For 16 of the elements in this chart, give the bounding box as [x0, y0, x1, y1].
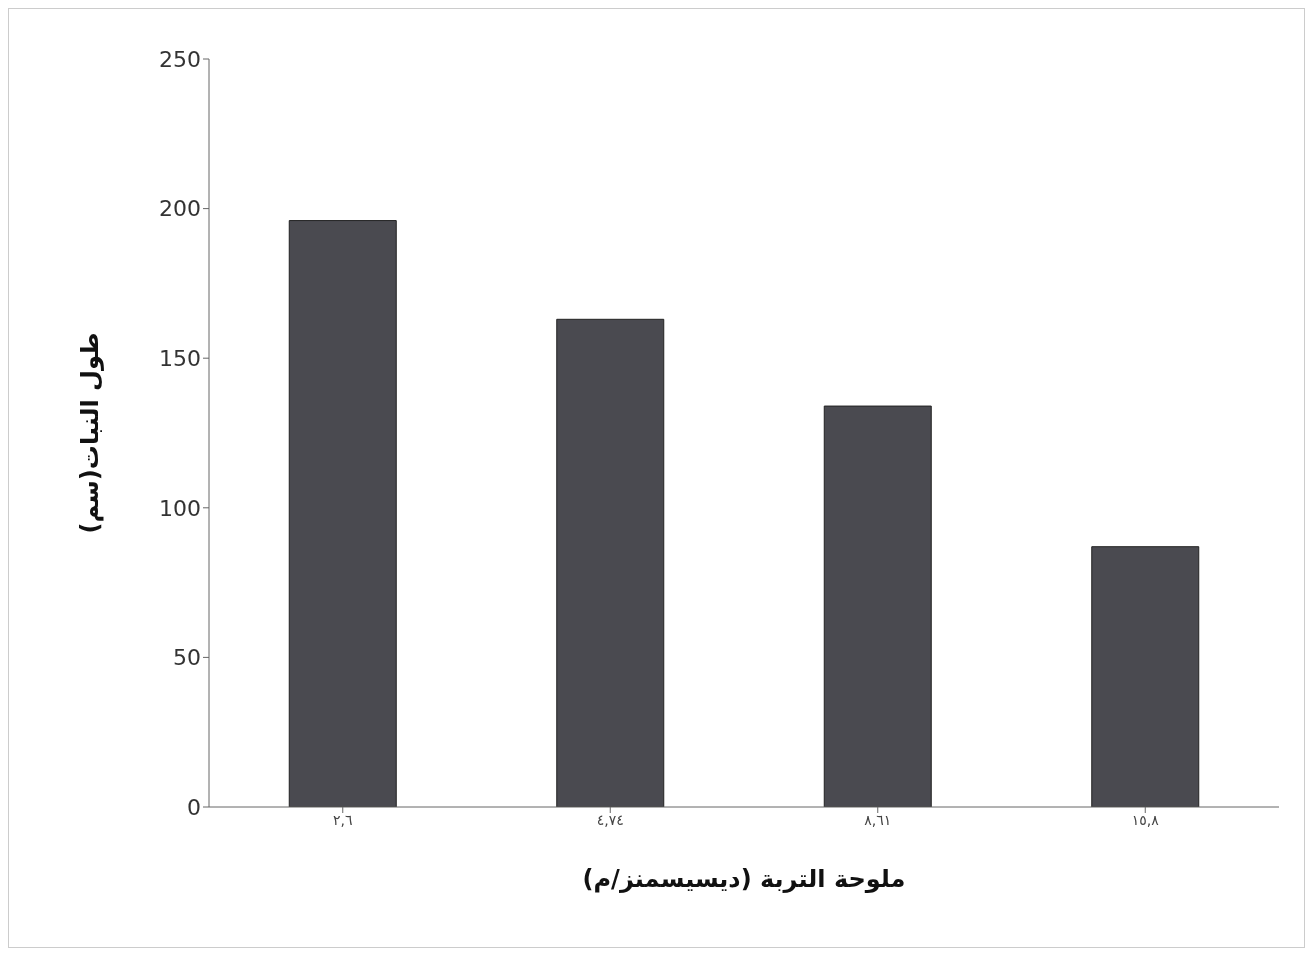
x-tick-label: ١٥,٨ — [1131, 811, 1160, 828]
y-tick-label: 150 — [159, 346, 201, 372]
y-tick-label: 100 — [159, 495, 201, 521]
bar — [1091, 546, 1200, 807]
y-tick-label: 250 — [159, 46, 201, 72]
y-axis-title: طول النبات(سم) — [75, 332, 104, 534]
y-tick-label: 0 — [187, 794, 201, 820]
x-tick-label: ٢,٦ — [333, 811, 353, 828]
x-axis-title: ملوحة التربة (ديسيسمنز/م) — [582, 865, 906, 893]
bar — [288, 220, 397, 807]
x-tick-label: ٨,٦١ — [864, 811, 892, 828]
y-tick-label: 50 — [173, 645, 201, 671]
bar — [823, 405, 932, 807]
y-tick-label: 200 — [159, 196, 201, 222]
x-tick-label: ٤,٧٤ — [596, 811, 624, 828]
bar — [556, 318, 665, 807]
